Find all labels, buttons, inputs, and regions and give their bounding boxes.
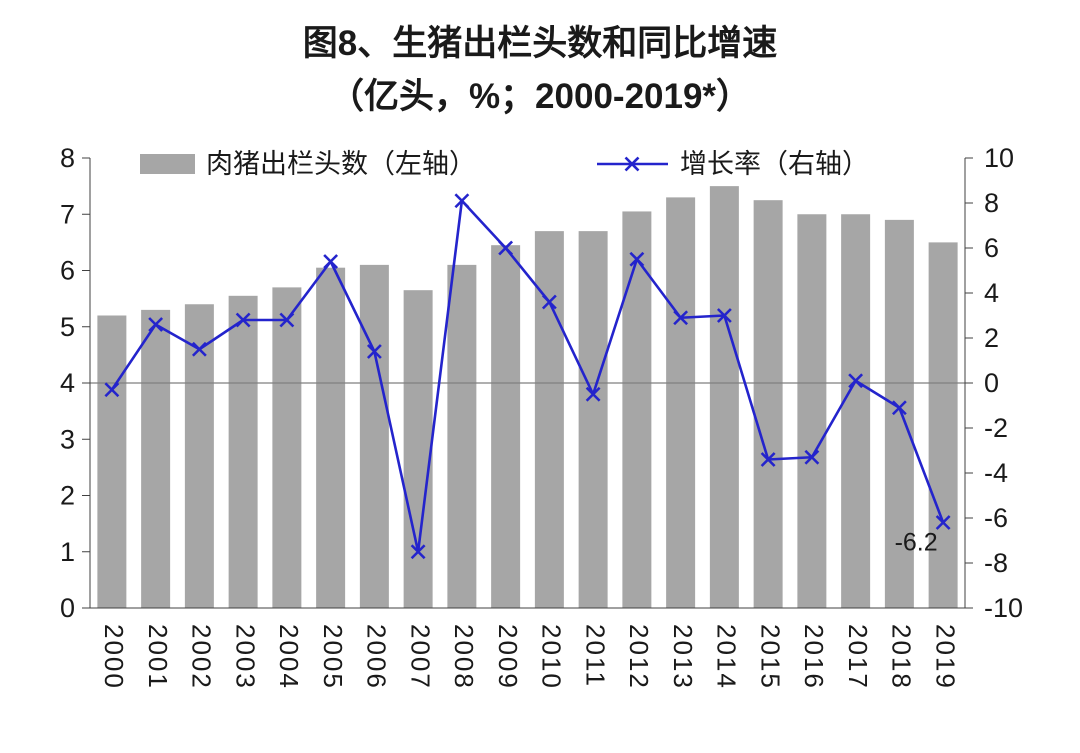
legend-x-marker-icon	[624, 156, 640, 172]
x-marker	[191, 341, 207, 357]
x-axis-label-2001: 2001	[143, 624, 173, 690]
x-axis-label-2016: 2016	[799, 624, 829, 690]
bar-2006	[359, 264, 389, 608]
legend-line-label: 增长率（右轴）	[680, 149, 869, 179]
growth-line	[110, 199, 945, 554]
bar-2002	[184, 304, 214, 608]
bar-2017	[841, 214, 871, 608]
x-axis-label-2004: 2004	[274, 624, 304, 690]
bar-2012	[622, 211, 652, 608]
x-marker	[235, 312, 251, 328]
right-axis-label: 4	[984, 278, 999, 308]
x-axis-label-2010: 2010	[537, 624, 567, 690]
left-axis-label: 1	[60, 537, 75, 567]
bar-2001	[141, 309, 171, 608]
x-axis-label-2006: 2006	[362, 624, 392, 690]
x-marker	[585, 386, 601, 402]
x-axis-label-2002: 2002	[187, 624, 217, 690]
x-axis-label-2005: 2005	[318, 624, 348, 690]
x-axis-label-2008: 2008	[449, 624, 479, 690]
legend-bar-label: 肉猪出栏头数（左轴）	[206, 149, 476, 179]
x-marker	[629, 251, 645, 267]
x-axis-label-2007: 2007	[405, 624, 435, 690]
left-axis-label: 5	[60, 312, 75, 342]
x-axis-label-2000: 2000	[99, 624, 129, 690]
x-marker	[716, 308, 732, 323]
bar-2014	[709, 186, 739, 608]
chart-canvas: 0 1 2 3 4 5 6 7 8 -10 -8 -6 -4 -2 0 2 4 6 8 10 2000 2001 2002 2…	[60, 143, 1023, 690]
right-axis-label: 8	[984, 188, 999, 218]
chart-title: 图8、生猪出栏头数和同比增速 （亿头，%；2000-2019*）	[0, 0, 1080, 128]
right-axis-label: -2	[984, 413, 1008, 443]
x-marker	[410, 544, 426, 560]
x-marker	[760, 452, 776, 467]
x-marker	[541, 294, 557, 310]
legend-bar-swatch	[140, 154, 195, 174]
left-axis-label: 3	[60, 424, 75, 454]
x-axis-label-2013: 2013	[668, 624, 698, 690]
x-axis-label-2003: 2003	[230, 624, 260, 690]
bar-2016	[797, 214, 827, 608]
right-axis-label: 0	[984, 368, 999, 398]
x-marker	[848, 373, 864, 389]
x-marker	[498, 240, 514, 256]
x-marker	[323, 254, 339, 269]
chart-title-line1: 图8、生猪出栏头数和同比增速	[302, 24, 778, 63]
bar-2007	[403, 290, 433, 608]
right-axis-label: -4	[984, 458, 1008, 488]
x-marker	[804, 449, 820, 465]
x-axis-label-2018: 2018	[887, 624, 917, 690]
left-axis-label: 7	[60, 199, 75, 229]
x-marker	[148, 317, 164, 332]
right-axis-label: -6	[984, 503, 1008, 533]
right-axis-label: -8	[984, 548, 1008, 578]
x-marker	[454, 193, 470, 209]
left-axis-label: 6	[60, 256, 75, 286]
x-axis-label-2015: 2015	[755, 624, 785, 690]
x-axis-label-2019: 2019	[930, 624, 960, 690]
x-marker	[104, 382, 120, 398]
x-axis-label-2009: 2009	[493, 624, 523, 690]
x-marker	[935, 515, 951, 530]
x-marker	[673, 310, 689, 326]
x-axis-label-2011: 2011	[580, 624, 610, 688]
bar-2011	[578, 231, 608, 608]
bar-2008	[447, 264, 477, 608]
left-axis-label: 0	[60, 593, 75, 623]
bar-2018	[884, 219, 914, 608]
right-axis-label: 2	[984, 323, 999, 353]
bar-2009	[491, 245, 521, 608]
annotation-label: -6.2	[895, 529, 938, 557]
left-axis-label: 2	[60, 481, 75, 511]
x-marker	[891, 400, 907, 416]
bar-2000	[97, 315, 127, 608]
bar-2005	[316, 267, 346, 608]
right-axis-label: -10	[984, 593, 1023, 623]
bar-2003	[228, 295, 258, 608]
left-axis-label: 4	[60, 368, 75, 398]
x-marker	[279, 312, 295, 328]
bar-2010	[534, 231, 564, 608]
bar-2019	[928, 242, 958, 608]
x-axis-label-2014: 2014	[712, 624, 742, 690]
bar-2015	[753, 200, 783, 608]
bar-2004	[272, 287, 302, 608]
left-axis-label: 8	[60, 143, 75, 173]
x-marker	[366, 344, 382, 359]
bar-2013	[666, 197, 696, 608]
x-axis-label-2017: 2017	[843, 624, 873, 690]
x-axis-label-2012: 2012	[624, 624, 654, 690]
chart-title-line2: （亿头，%；2000-2019*）	[328, 76, 752, 116]
right-axis-label: 6	[984, 233, 999, 263]
right-axis-label: 10	[984, 143, 1014, 173]
